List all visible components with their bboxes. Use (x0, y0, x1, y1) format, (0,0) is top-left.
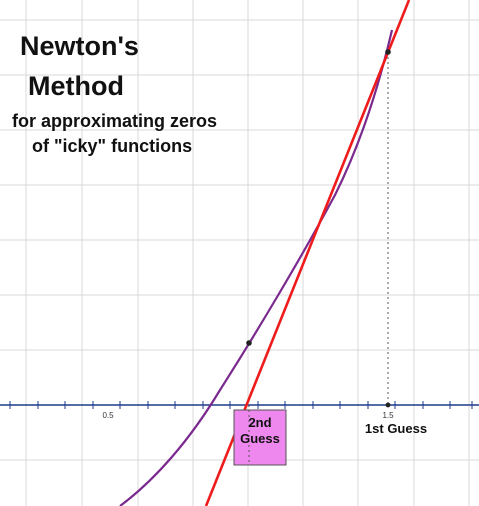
subtitle-line-1: for approximating zeros (12, 111, 217, 131)
point-on-curve-second-guess (246, 340, 252, 346)
first-guess-axis-point (386, 403, 391, 408)
title-line-2: Method (28, 71, 124, 101)
subtitle-line-2: of "icky" functions (32, 136, 192, 156)
tick-label-1-5: 1.5 (382, 411, 394, 420)
second-guess-label-line2: Guess (240, 431, 280, 446)
second-guess-label-box: 2nd Guess (234, 405, 286, 465)
title-block: Newton's Method for approximating zeros … (12, 31, 217, 156)
tick-label-0-5: 0.5 (102, 411, 114, 420)
point-on-curve-first-guess (385, 49, 391, 55)
second-guess-label-line1: 2nd (248, 415, 271, 430)
first-guess-label: 1st Guess (365, 421, 427, 436)
title-line-1: Newton's (20, 31, 139, 61)
